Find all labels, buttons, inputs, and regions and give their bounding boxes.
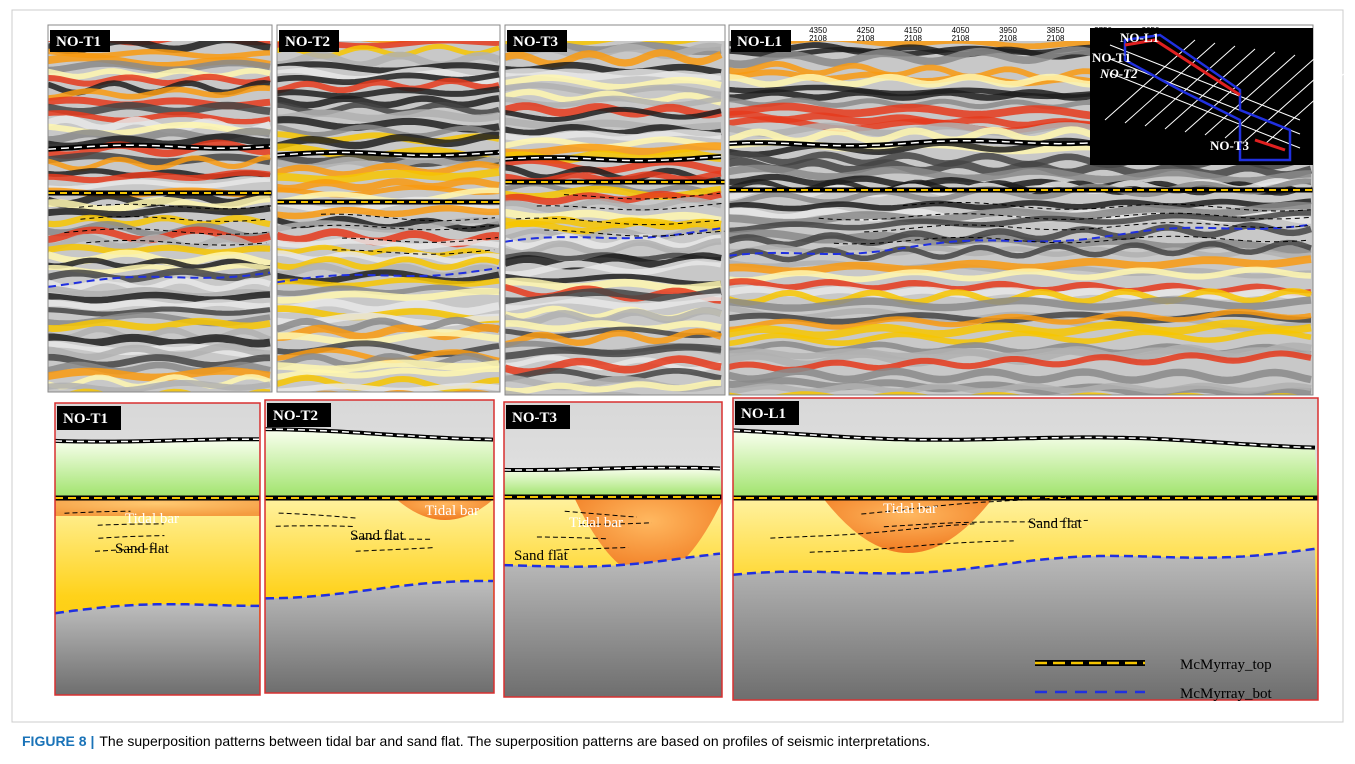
trace-line: 2108 — [809, 34, 827, 43]
green-layer — [504, 468, 722, 497]
panel-label: NO-T3 — [512, 410, 557, 426]
green-layer — [55, 439, 260, 498]
inset-label: NO-T3 — [1210, 138, 1250, 153]
model-panel — [733, 398, 1318, 700]
seismic-section — [48, 25, 272, 401]
seismic-section — [277, 25, 500, 398]
sand-flat-label: Sand flat — [1028, 516, 1083, 532]
panel-label: NO-L1 — [741, 406, 786, 422]
tidal-bar-label: Tidal bar — [883, 501, 937, 517]
sand-flat-label: Sand flat — [514, 548, 569, 564]
seismic-section — [505, 25, 725, 407]
trace-line: 2108 — [952, 34, 970, 43]
legend-label: McMyrray_bot — [1180, 686, 1272, 702]
reflector — [48, 391, 270, 401]
trace-line: 2108 — [1047, 34, 1065, 43]
inset-label: NO-T1 — [1092, 50, 1131, 65]
sand-flat-label: Sand flat — [350, 528, 405, 544]
trace-line: 2108 — [999, 34, 1017, 43]
reflector — [48, 303, 270, 307]
inset-label: NO-T2 — [1099, 66, 1138, 81]
tidal-bar-label: Tidal bar — [125, 511, 179, 527]
basement — [504, 554, 722, 697]
figure: FIGURE 8 |The superposition patterns bet… — [0, 0, 1355, 764]
caption: FIGURE 8 |The superposition patterns bet… — [22, 733, 930, 749]
panel-label: NO-T1 — [63, 411, 108, 427]
reflector — [277, 393, 499, 398]
horizon-upper — [504, 468, 720, 470]
tidal-bar-label: Tidal bar — [569, 515, 623, 531]
legend-label: McMyrray_top — [1180, 657, 1272, 673]
inset-label: NO-L1 — [1120, 30, 1159, 45]
model-panel — [265, 400, 495, 693]
panel-label: NO-T3 — [513, 34, 558, 50]
reflector — [48, 208, 270, 214]
trace-line: 2108 — [904, 34, 922, 43]
panel-label: NO-T1 — [56, 34, 101, 50]
trace-line: 2108 — [857, 34, 875, 43]
panel-label: NO-T2 — [273, 408, 318, 424]
panel-label: NO-L1 — [737, 34, 782, 50]
panel-label: NO-T2 — [285, 34, 330, 50]
tidal-bar-label: Tidal bar — [425, 503, 479, 519]
basement — [55, 604, 260, 695]
sand-flat-label: Sand flat — [115, 541, 170, 557]
reflector — [48, 338, 270, 344]
